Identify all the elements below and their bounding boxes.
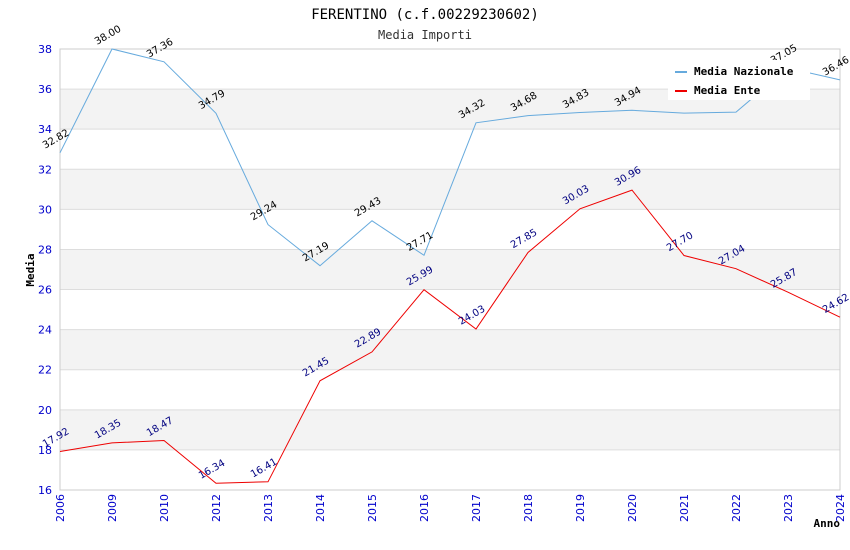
y-tick-label: 34 — [38, 123, 52, 136]
x-tick-label: 2015 — [366, 494, 379, 522]
y-tick-labels: 16 18 20 22 24 26 28 30 32 34 36 38 — [38, 43, 52, 497]
y-tick-label: 22 — [38, 364, 52, 377]
legend-box — [668, 60, 810, 100]
y-tick-label: 36 — [38, 83, 52, 96]
x-axis-label: Anno — [814, 517, 841, 530]
data-label: 37.36 — [145, 37, 175, 61]
x-tick-label: 2014 — [314, 494, 327, 522]
x-tick-label: 2010 — [158, 494, 171, 522]
series-line-nazionale — [59, 48, 841, 267]
series-lines — [59, 48, 841, 484]
y-tick-label: 16 — [38, 484, 52, 497]
x-tick-label: 2022 — [730, 494, 743, 522]
y-tick-label: 24 — [38, 324, 52, 337]
chart-bands — [60, 89, 840, 450]
y-tick-label: 32 — [38, 163, 52, 176]
x-tick-label: 2017 — [470, 494, 483, 522]
y-tick-label: 28 — [38, 243, 52, 256]
gridlines — [60, 48, 840, 491]
y-tick-label: 20 — [38, 404, 52, 417]
x-tick-label: 2006 — [54, 494, 67, 522]
x-tick-label: 2023 — [782, 494, 795, 522]
y-tick-label: 26 — [38, 284, 52, 297]
x-tick-label: 2013 — [262, 494, 275, 522]
data-label: 24.62 — [821, 292, 850, 316]
legend-label-ente: Media Ente — [694, 84, 761, 97]
y-tick-label: 30 — [38, 203, 52, 216]
y-tick-label: 38 — [38, 43, 52, 56]
data-label: 24.03 — [457, 304, 487, 328]
legend: Media Nazionale Media Ente — [668, 60, 810, 100]
x-tick-labels: 2006 2009 2010 2012 2013 2014 2015 2016 2017 2018… — [54, 494, 847, 522]
x-tick-label: 2019 — [574, 494, 587, 522]
grid-band — [60, 249, 840, 290]
y-tick-label: 18 — [38, 444, 52, 457]
data-label: 36.46 — [821, 55, 850, 79]
x-tick-label: 2012 — [210, 494, 223, 522]
x-tick-label: 2024 — [834, 494, 847, 522]
data-label: 38.00 — [93, 24, 123, 48]
x-tick-label: 2016 — [418, 494, 431, 522]
chart-title: FERENTINO (c.f.00229230602) — [311, 7, 539, 23]
grid-band — [60, 409, 840, 450]
data-label: 16.34 — [197, 458, 227, 482]
x-tick-label: 2021 — [678, 494, 691, 522]
legend-label-nazionale: Media Nazionale — [694, 65, 794, 78]
x-tick-label: 2018 — [522, 494, 535, 522]
plot-frame — [59, 48, 841, 491]
x-tick-label: 2009 — [106, 494, 119, 522]
y-axis-label: Media — [24, 253, 37, 286]
series-line-ente — [59, 189, 841, 484]
data-label: 16.41 — [249, 457, 279, 481]
chart-subtitle: Media Importi — [378, 28, 472, 42]
grid-band — [60, 329, 840, 370]
x-tick-label: 2020 — [626, 494, 639, 522]
data-label: 27.85 — [509, 227, 539, 251]
